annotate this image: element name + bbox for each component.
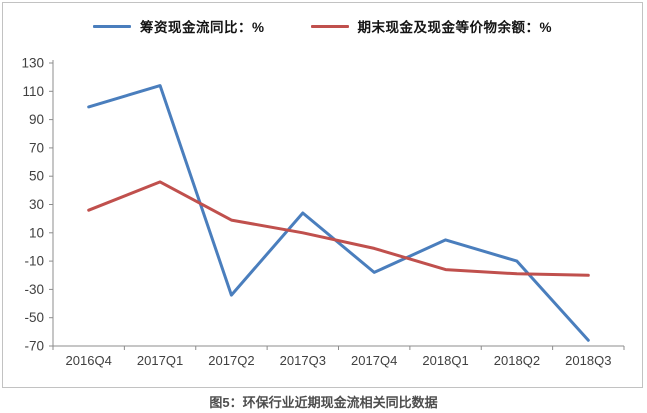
svg-text:50: 50 (29, 169, 44, 184)
chart-panel: 筹资现金流同比：% 期末现金及现金等价物余额：% 130 110 90 70 50 30 1… (2, 2, 643, 388)
red-line-swatch-icon (310, 24, 349, 28)
svg-text:130: 130 (21, 56, 44, 71)
svg-text:-50: -50 (24, 310, 44, 325)
svg-text:30: 30 (29, 197, 44, 212)
svg-text:2017Q4: 2017Q4 (351, 353, 397, 368)
svg-text:2017Q2: 2017Q2 (208, 353, 254, 368)
svg-text:-70: -70 (24, 339, 44, 354)
svg-text:-10: -10 (24, 254, 44, 269)
svg-text:2018Q3: 2018Q3 (565, 353, 611, 368)
svg-text:2018Q1: 2018Q1 (422, 353, 468, 368)
chart-legend: 筹资现金流同比：% 期末现金及现金等价物余额：% (3, 16, 642, 36)
legend-item-financing-cashflow: 筹资现金流同比：% (92, 16, 265, 36)
svg-text:2017Q3: 2017Q3 (280, 353, 326, 368)
line-chart: 130 110 90 70 50 30 10 -10 -30 -50 -70 2016Q4 2017Q1… (21, 56, 625, 368)
svg-text:2017Q1: 2017Q1 (137, 353, 183, 368)
legend-label: 筹资现金流同比：% (139, 20, 265, 35)
svg-text:70: 70 (29, 140, 44, 155)
legend-item-ending-cash-balance: 期末现金及现金等价物余额：% (310, 16, 553, 36)
legend-label: 期末现金及现金等价物余额：% (357, 20, 553, 35)
svg-text:2016Q4: 2016Q4 (66, 353, 112, 368)
svg-text:110: 110 (22, 84, 44, 99)
figure-caption: 图5：环保行业近期现金流相关同比数据 (209, 395, 438, 410)
svg-text:10: 10 (29, 225, 44, 240)
blue-line-swatch-icon (92, 24, 131, 28)
svg-text:90: 90 (29, 112, 44, 127)
svg-text:-30: -30 (24, 282, 44, 297)
svg-text:2018Q2: 2018Q2 (494, 353, 540, 368)
